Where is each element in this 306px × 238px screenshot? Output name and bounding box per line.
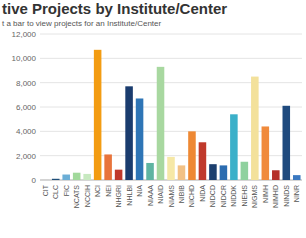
- grid-line: [40, 107, 302, 108]
- x-tick-label: NINR: [293, 185, 300, 202]
- bar[interactable]: [157, 67, 165, 180]
- x-tick-label: NIA: [136, 185, 143, 197]
- x-tick-label: NIDDK: [230, 185, 237, 207]
- bar[interactable]: [73, 173, 81, 180]
- x-tick-label: FIC: [63, 185, 70, 196]
- x-tick-label: NIDA: [199, 185, 206, 202]
- x-tick-label: NHLBI: [126, 185, 133, 206]
- x-tick-label: NIAAA: [147, 185, 154, 206]
- bar[interactable]: [262, 126, 270, 180]
- x-tick-label: NIDCD: [209, 185, 216, 207]
- y-tick-label: 12,000: [12, 30, 37, 39]
- x-tick-label: CLC: [52, 185, 59, 199]
- x-tick-label: NIAID: [157, 185, 164, 204]
- bar[interactable]: [283, 106, 291, 180]
- x-tick-label: NCI: [94, 185, 101, 197]
- bar[interactable]: [125, 86, 133, 180]
- bar[interactable]: [52, 179, 60, 180]
- bar[interactable]: [115, 170, 123, 180]
- x-tick-label: NIEHS: [241, 185, 248, 207]
- y-tick-label: 2,000: [16, 152, 37, 161]
- x-tick-label: NEI: [105, 185, 112, 197]
- y-tick-label: 4,000: [16, 127, 37, 136]
- bar[interactable]: [293, 175, 301, 180]
- x-tick-label: NINDS: [283, 185, 290, 207]
- x-tick-label: CIT: [42, 184, 49, 196]
- bars: [41, 50, 300, 180]
- bar[interactable]: [251, 77, 259, 180]
- x-tick-label: NIBIB: [178, 185, 185, 204]
- y-tick-label: 0: [32, 176, 37, 185]
- bar[interactable]: [83, 174, 91, 180]
- bar[interactable]: [62, 175, 70, 180]
- chart: tive Projects by Institute/Center t a bar…: [0, 0, 306, 238]
- bar[interactable]: [220, 165, 228, 180]
- bar[interactable]: [94, 50, 102, 180]
- bar[interactable]: [230, 114, 238, 180]
- x-tick-label: NCATS: [73, 185, 80, 209]
- x-tick-label: NIMHD: [272, 185, 279, 208]
- bar[interactable]: [41, 179, 49, 180]
- y-tick-label: 10,000: [12, 54, 37, 63]
- x-tick-label: NCCIH: [84, 185, 91, 207]
- x-tick-label: NIGMS: [251, 185, 258, 208]
- title: tive Projects by Institute/Center: [2, 0, 227, 17]
- grid-line: [40, 58, 302, 59]
- bar[interactable]: [167, 157, 175, 180]
- x-tick-label: NIMH: [262, 185, 269, 203]
- grid-line: [40, 34, 302, 35]
- bar[interactable]: [104, 154, 112, 180]
- bar[interactable]: [146, 163, 154, 180]
- bar[interactable]: [272, 170, 280, 180]
- bar[interactable]: [178, 165, 186, 180]
- x-tick-label: NHGRI: [115, 185, 122, 208]
- bar[interactable]: [188, 131, 196, 180]
- x-tick-label: NICHD: [188, 185, 195, 207]
- grid-line: [40, 82, 302, 83]
- bar[interactable]: [199, 142, 207, 180]
- bar[interactable]: [136, 98, 144, 180]
- bar[interactable]: [241, 162, 249, 180]
- x-tick-label: NIAMS: [168, 185, 175, 208]
- y-tick-label: 8,000: [16, 79, 37, 88]
- subtitle: t a bar to view projects for an Institut…: [2, 19, 162, 28]
- bar[interactable]: [209, 164, 217, 180]
- x-tick-label: NIDCR: [220, 185, 227, 207]
- y-tick-label: 6,000: [16, 103, 37, 112]
